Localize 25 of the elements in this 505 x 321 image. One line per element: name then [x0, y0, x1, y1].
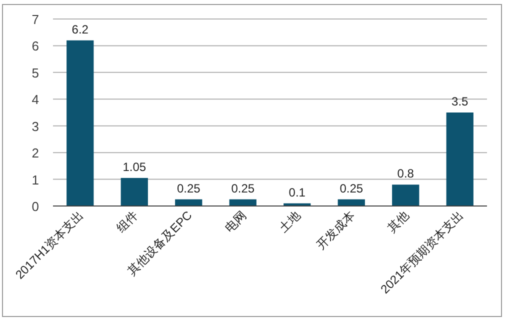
x-tick-label: 土地 — [276, 208, 304, 236]
x-tick-label: 开发成本 — [314, 208, 358, 252]
x-tick-label: 电网 — [222, 208, 249, 236]
data-label: 6.2 — [72, 22, 89, 36]
x-tick-label: 组件 — [114, 208, 140, 236]
y-tick-label: 0 — [32, 199, 39, 214]
bar — [392, 184, 420, 206]
y-tick-label: 2 — [32, 146, 39, 161]
data-label: 1.05 — [122, 160, 146, 174]
y-tick-label: 7 — [32, 12, 39, 27]
data-label: 0.25 — [176, 181, 201, 196]
bar — [66, 40, 94, 206]
y-tick-label: 3 — [32, 118, 39, 134]
data-label: 0.8 — [397, 166, 414, 181]
data-label: 0.1 — [288, 185, 306, 200]
bar — [120, 178, 148, 206]
data-label: 0.25 — [340, 181, 364, 196]
y-tick-label: 4 — [32, 92, 39, 108]
data-label: 0.25 — [231, 181, 255, 196]
data-label: 3.5 — [452, 94, 469, 108]
x-tick-label: 其他 — [384, 208, 412, 236]
bar — [446, 112, 474, 206]
y-tick-label: 6 — [32, 38, 39, 54]
y-tick-label: 5 — [32, 65, 39, 80]
y-tick-label: 1 — [32, 172, 39, 188]
